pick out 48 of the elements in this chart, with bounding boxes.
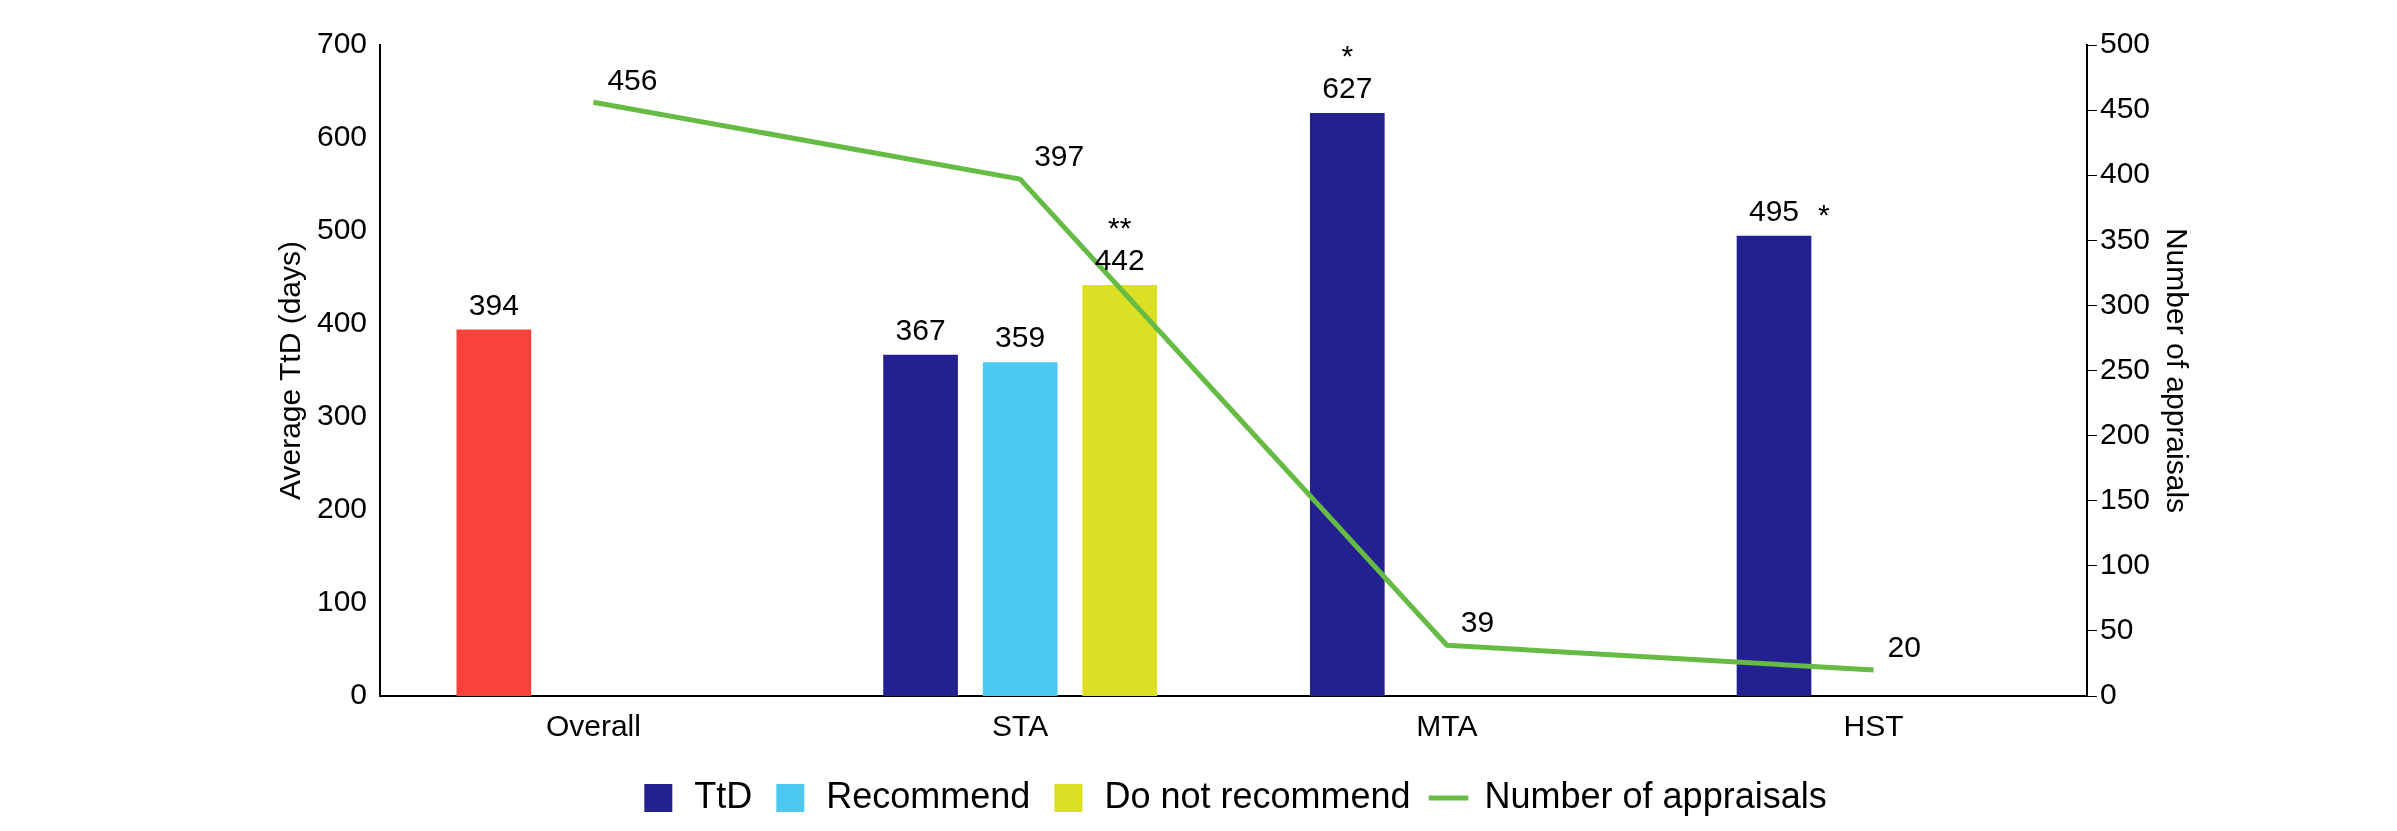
- data-label: 397: [1034, 139, 1085, 173]
- x-tick-label: Overall: [545, 709, 641, 743]
- annotation: *: [1341, 39, 1354, 73]
- y2-axis-title: Number of appraisals: [2160, 227, 2194, 514]
- y2-tick-label: 450: [2099, 91, 2151, 125]
- y2-tick-label: 350: [2099, 221, 2151, 255]
- bar: [982, 362, 1058, 696]
- y-axis-title: Average TtD (days): [273, 241, 307, 500]
- y2-tick-label: 300: [2099, 286, 2151, 320]
- legend-label: Number of appraisals: [1484, 774, 1827, 816]
- y2-tick-label: 50: [2099, 612, 2134, 646]
- data-label: 394: [468, 287, 519, 321]
- y-tick-label: 400: [316, 305, 368, 339]
- data-label: 456: [607, 62, 658, 96]
- y2-tick-label: 400: [2099, 156, 2151, 190]
- annotation: **: [1108, 211, 1132, 245]
- y2-tick-label: 150: [2099, 481, 2151, 515]
- x-tick-label: STA: [992, 709, 1049, 743]
- y2-tick-label: 100: [2099, 547, 2151, 581]
- data-label: 367: [895, 312, 946, 346]
- y2-tick-label: 250: [2099, 351, 2151, 385]
- bar: [1309, 112, 1385, 696]
- y2-tick-label: 500: [2099, 26, 2151, 60]
- data-label: 39: [1460, 605, 1495, 639]
- x-tick-label: MTA: [1416, 709, 1478, 743]
- data-label: 442: [1094, 243, 1145, 277]
- annotation: *: [1818, 197, 1831, 231]
- data-label: 495: [1748, 193, 1800, 227]
- bar: [883, 354, 958, 696]
- y-tick-label: 700: [316, 26, 368, 60]
- y2-tick-label: 200: [2099, 416, 2151, 450]
- data-label: 627: [1322, 71, 1373, 105]
- y-tick-label: 300: [316, 398, 368, 432]
- bar: [1082, 284, 1158, 696]
- legend-label: Recommend: [826, 774, 1031, 816]
- data-label: 359: [995, 320, 1046, 354]
- y2-tick-label: 0: [2099, 677, 2117, 711]
- y-tick-label: 100: [316, 584, 368, 618]
- y-tick-label: 0: [350, 677, 368, 711]
- data-label: 20: [1887, 630, 1921, 664]
- y-tick-label: 200: [316, 491, 368, 525]
- y-tick-label: 500: [316, 212, 368, 246]
- legend-label: TtD: [694, 774, 753, 816]
- bar: [1736, 235, 1812, 696]
- x-tick-label: HST: [1843, 709, 1904, 743]
- y-tick-label: 600: [316, 119, 368, 153]
- legend-label: Do not recommend: [1104, 774, 1411, 816]
- bar: [456, 329, 532, 696]
